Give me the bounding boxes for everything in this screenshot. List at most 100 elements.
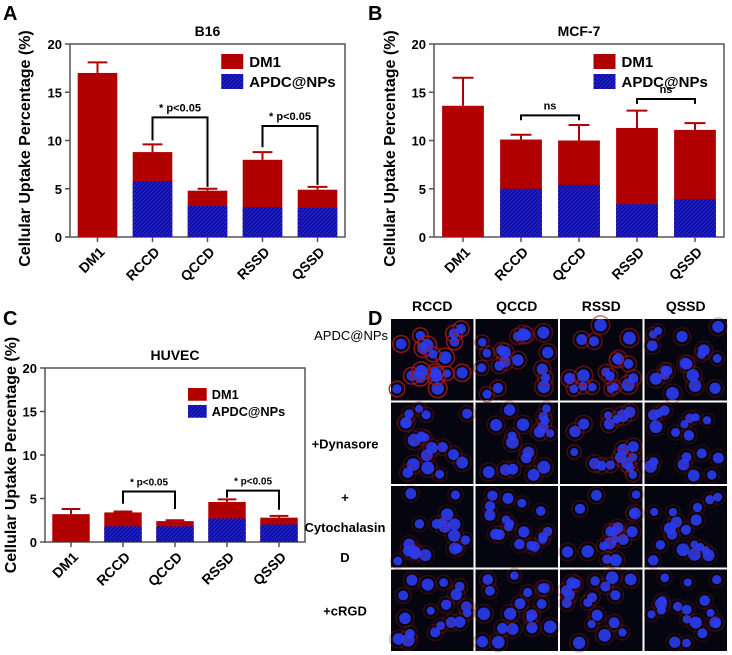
chart-title: B16: [195, 23, 221, 39]
nucleus: [490, 528, 502, 540]
nucleus: [426, 606, 435, 615]
nucleus: [682, 614, 692, 624]
cytoplasm-signal: [684, 465, 704, 486]
nucleus: [680, 420, 689, 429]
nucleus: [646, 340, 658, 352]
nucleus: [505, 519, 515, 529]
nucleus: [498, 346, 511, 359]
nucleus: [477, 607, 491, 621]
row-label: +cRGD: [323, 603, 367, 618]
nucleus: [448, 449, 459, 460]
nucleus: [399, 612, 411, 625]
nucleus: [538, 535, 547, 544]
nucleus: [578, 418, 590, 430]
column-label: QCCD: [496, 298, 537, 314]
nucleus: [610, 382, 619, 392]
cytoplasm-signal: [478, 385, 496, 403]
nucleus: [612, 355, 621, 364]
nucleus: [518, 526, 530, 538]
bar-apdc-rccd: [104, 526, 142, 542]
nucleus: [655, 540, 666, 550]
panel-letter-b: B: [368, 3, 382, 25]
nucleus: [626, 526, 638, 538]
cytoplasm-signal: [522, 605, 542, 625]
nucleus: [406, 458, 420, 472]
nucleus: [526, 621, 538, 634]
nucleus: [454, 616, 466, 628]
nucleus: [514, 598, 526, 610]
nucleus: [414, 364, 428, 378]
nucleus: [599, 541, 609, 551]
cytoplasm-signal: [590, 315, 611, 336]
nucleus: [681, 604, 692, 615]
x-tick-label: QSSD: [666, 244, 705, 283]
cytoplasm-signal: [705, 378, 725, 398]
nucleus: [419, 549, 432, 562]
nucleus: [712, 354, 722, 363]
cytoplasm-signal: [643, 606, 660, 623]
nucleus: [663, 522, 677, 535]
cytoplasm-signal: [565, 380, 582, 397]
nucleus: [603, 418, 615, 430]
nucleus: [591, 489, 602, 501]
cytoplasm-signal: [579, 594, 596, 611]
nucleus: [503, 607, 517, 620]
cytoplasm-signal: [474, 334, 491, 351]
cytoplasm-signal: [538, 400, 555, 417]
nucleus: [536, 363, 548, 375]
nucleus: [574, 503, 586, 514]
nucleus: [605, 526, 616, 537]
micrograph-background: [560, 486, 643, 568]
cytoplasm-signal: [614, 624, 631, 641]
nucleus: [596, 460, 607, 471]
cytoplasm-signal: [411, 401, 427, 417]
cytoplasm-signal: [680, 574, 696, 591]
nucleus: [436, 621, 445, 631]
nucleus: [712, 452, 724, 464]
nucleus: [605, 460, 615, 470]
cytoplasm-signal: [534, 531, 551, 548]
nucleus: [537, 326, 550, 339]
nucleus: [402, 545, 415, 557]
nucleus: [492, 382, 504, 394]
micrograph-qccd: [475, 400, 559, 485]
cytoplasm-signal: [586, 572, 604, 590]
cytoplasm-signal: [435, 574, 452, 591]
bar-apdc-qssd: [297, 208, 338, 237]
nucleus: [654, 326, 663, 335]
nucleus: [415, 404, 424, 413]
y-tick-label: 0: [55, 230, 62, 245]
nucleus: [420, 339, 434, 352]
nucleus: [487, 490, 498, 501]
cytoplasm-signal: [558, 542, 577, 562]
nucleus: [405, 488, 417, 500]
cytoplasm-signal: [611, 447, 631, 467]
cytoplasm-signal: [481, 497, 499, 515]
nucleus: [398, 590, 409, 601]
cytoplasm-signal: [399, 541, 418, 561]
cytoplasm-signal: [488, 632, 509, 653]
cytoplasm-signal: [513, 494, 531, 512]
micrograph-qccd: [475, 486, 558, 568]
micrograph-qccd: [473, 319, 558, 403]
cytoplasm-signal: [665, 632, 685, 652]
cytoplasm-signal: [506, 567, 523, 584]
nucleus: [588, 382, 597, 392]
legend-swatch: [593, 74, 616, 89]
bar-apdc-qssd: [674, 199, 716, 237]
x-tick-label: RCCD: [491, 244, 531, 284]
nucleus: [437, 441, 448, 453]
significance-bracket: [122, 490, 176, 509]
cytoplasm-signal: [498, 489, 518, 508]
bar-apdc-rccd: [500, 188, 542, 237]
nucleus: [625, 463, 635, 473]
significance-bracket: [151, 116, 209, 187]
nucleus: [681, 452, 692, 463]
nucleus: [527, 468, 540, 481]
cytoplasm-signal: [597, 363, 615, 381]
nucleus: [395, 338, 407, 350]
micrograph-rccd: [388, 319, 474, 401]
cytoplasm-signal: [424, 346, 442, 363]
nucleus: [590, 576, 600, 586]
nucleus: [687, 469, 700, 482]
